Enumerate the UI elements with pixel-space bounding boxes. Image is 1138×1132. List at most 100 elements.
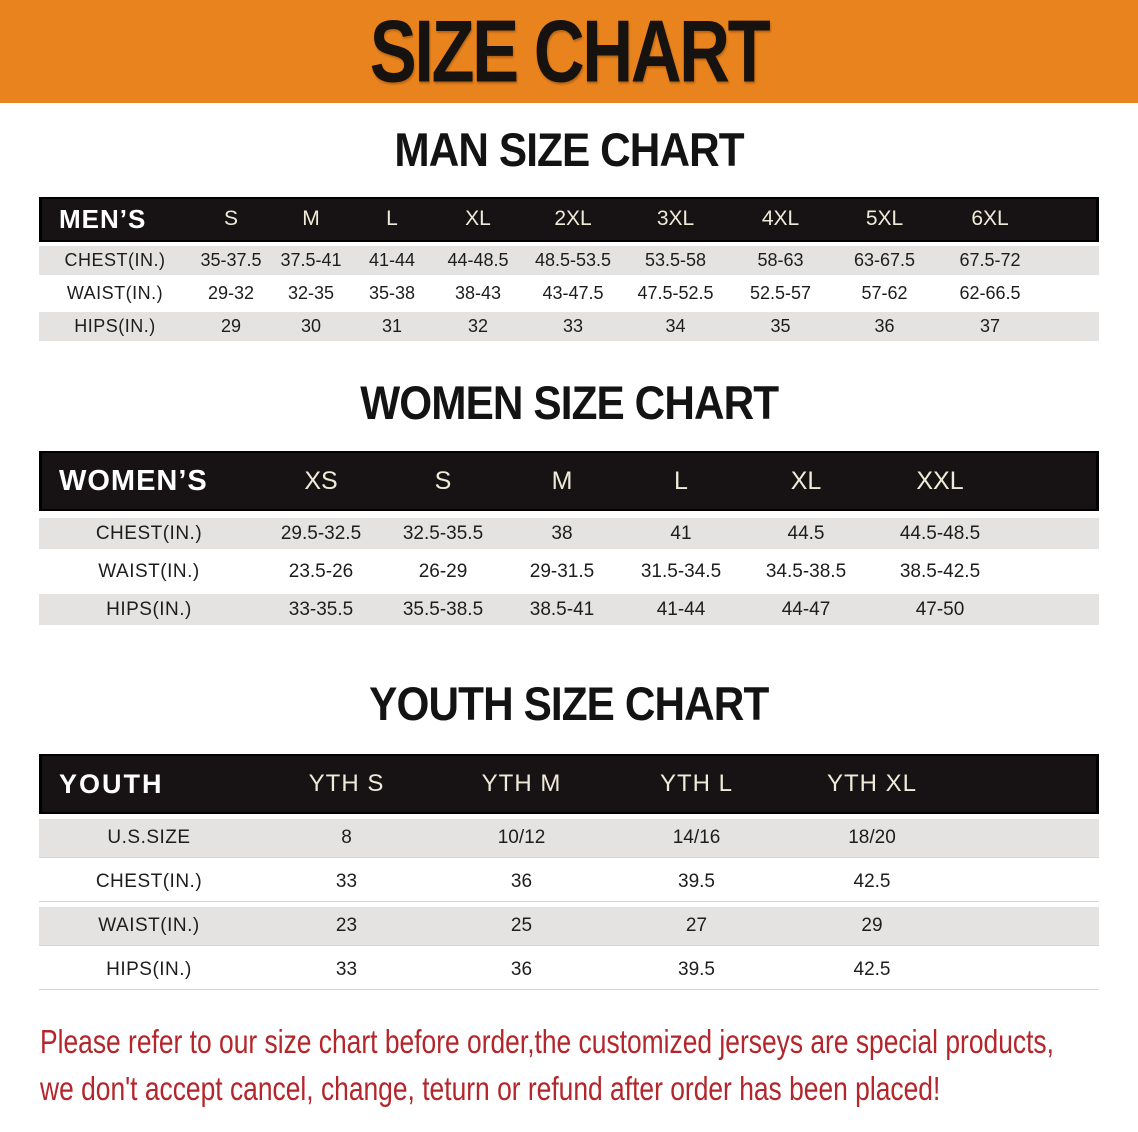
table-row: CHEST(IN.) 29.5-32.5 32.5-35.5 38 41 44.5 44.5… — [39, 518, 1099, 550]
column-header: 5XL — [833, 196, 936, 242]
size-value: 33 — [259, 951, 434, 991]
table-header-row: WOMEN’S XS S M L XL XXL — [39, 451, 1099, 512]
size-value: 62-66.5 — [936, 278, 1044, 308]
column-header: YTH S — [259, 754, 434, 815]
size-value: 47.5-52.5 — [623, 278, 728, 308]
table-corner-label: YOUTH — [39, 754, 259, 815]
table-row: WAIST(IN.) 29-32 32-35 35-38 38-43 43-47.5 47.… — [39, 278, 1099, 308]
size-value: 8 — [259, 819, 434, 859]
row-spacer-cell — [960, 907, 1099, 947]
column-header: 4XL — [728, 196, 833, 242]
banner-title: SIZE CHART — [369, 2, 771, 101]
youth-size-table: YOUTH YTH S YTH M YTH L YTH XL U.S.SIZE 8 10/12… — [39, 749, 1099, 995]
size-value: 23 — [259, 907, 434, 947]
size-value: 37.5-41 — [271, 245, 351, 275]
mens-size-table: MEN’S S M L XL 2XL 3XL 4XL 5XL 6XL CHEST(IN.) 35-37… — [39, 193, 1099, 345]
women-heading-text: WOMEN SIZE CHART — [360, 375, 779, 429]
column-header: S — [383, 451, 503, 512]
size-value: 14/16 — [609, 819, 784, 859]
size-value: 10/12 — [434, 819, 609, 859]
size-value: 27 — [609, 907, 784, 947]
disclaimer-line-1: Please refer to our size chart before or… — [40, 1023, 1054, 1061]
table-corner-label: MEN’S — [39, 196, 191, 242]
size-value: 26-29 — [383, 556, 503, 588]
size-value: 43-47.5 — [523, 278, 623, 308]
table-row: HIPS(IN.) 33-35.5 35.5-38.5 38.5-41 41-44 44-… — [39, 594, 1099, 626]
row-label: CHEST(IN.) — [39, 863, 259, 903]
size-value: 36 — [434, 863, 609, 903]
size-value: 67.5-72 — [936, 245, 1044, 275]
column-header: YTH M — [434, 754, 609, 815]
size-value: 41-44 — [621, 594, 741, 626]
table-row: HIPS(IN.) 29 30 31 32 33 34 35 36 37 — [39, 311, 1099, 341]
table-row: U.S.SIZE 8 10/12 14/16 18/20 — [39, 819, 1099, 859]
table-row: WAIST(IN.) 23.5-26 26-29 29-31.5 31.5-34.5 34… — [39, 556, 1099, 588]
column-header: 6XL — [936, 196, 1044, 242]
table-row: CHEST(IN.) 33 36 39.5 42.5 — [39, 863, 1099, 903]
size-value: 41 — [621, 518, 741, 550]
size-value: 30 — [271, 311, 351, 341]
row-spacer-cell — [1044, 311, 1099, 341]
row-label: WAIST(IN.) — [39, 556, 259, 588]
row-label: WAIST(IN.) — [39, 278, 191, 308]
women-section-heading: WOMEN SIZE CHART — [0, 375, 1138, 429]
row-spacer-cell — [960, 951, 1099, 991]
size-value: 35 — [728, 311, 833, 341]
size-value: 63-67.5 — [833, 245, 936, 275]
size-value: 44.5 — [741, 518, 871, 550]
size-value: 48.5-53.5 — [523, 245, 623, 275]
size-value: 29.5-32.5 — [259, 518, 383, 550]
size-value: 39.5 — [609, 951, 784, 991]
size-value: 32 — [433, 311, 523, 341]
size-value: 32.5-35.5 — [383, 518, 503, 550]
size-value: 31.5-34.5 — [621, 556, 741, 588]
size-value: 57-62 — [833, 278, 936, 308]
column-header: L — [351, 196, 433, 242]
size-value: 31 — [351, 311, 433, 341]
size-value: 42.5 — [784, 951, 960, 991]
row-label: HIPS(IN.) — [39, 951, 259, 991]
size-value: 34 — [623, 311, 728, 341]
size-value: 29 — [784, 907, 960, 947]
disclaimer-line-2: we don't accept cancel, change, teturn o… — [40, 1069, 941, 1107]
size-value: 33 — [523, 311, 623, 341]
size-value: 38-43 — [433, 278, 523, 308]
column-header: YTH L — [609, 754, 784, 815]
header-spacer-cell — [1044, 196, 1099, 242]
size-value: 34.5-38.5 — [741, 556, 871, 588]
column-header: XS — [259, 451, 383, 512]
size-value: 35-37.5 — [191, 245, 271, 275]
column-header: M — [503, 451, 621, 512]
size-value: 47-50 — [871, 594, 1009, 626]
size-value: 33 — [259, 863, 434, 903]
size-chart-banner: SIZE CHART — [0, 0, 1138, 103]
size-value: 38.5-42.5 — [871, 556, 1009, 588]
row-spacer-cell — [1044, 278, 1099, 308]
row-label: U.S.SIZE — [39, 819, 259, 859]
youth-section-heading: YOUTH SIZE CHART — [0, 678, 1138, 730]
size-value: 25 — [434, 907, 609, 947]
size-value: 35-38 — [351, 278, 433, 308]
row-spacer-cell — [960, 819, 1099, 859]
column-header: S — [191, 196, 271, 242]
row-label: HIPS(IN.) — [39, 594, 259, 626]
youth-heading-text: YOUTH SIZE CHART — [369, 677, 769, 731]
size-value: 29 — [191, 311, 271, 341]
size-value: 42.5 — [784, 863, 960, 903]
size-value: 32-35 — [271, 278, 351, 308]
size-value: 38 — [503, 518, 621, 550]
column-header: XL — [433, 196, 523, 242]
row-label: HIPS(IN.) — [39, 311, 191, 341]
size-value: 36 — [434, 951, 609, 991]
row-label: CHEST(IN.) — [39, 518, 259, 550]
table-header-row: MEN’S S M L XL 2XL 3XL 4XL 5XL 6XL — [39, 196, 1099, 242]
table-corner-label: WOMEN’S — [39, 451, 259, 512]
row-label: CHEST(IN.) — [39, 245, 191, 275]
size-value: 36 — [833, 311, 936, 341]
womens-size-table: WOMEN’S XS S M L XL XXL CHEST(IN.) 29.5-32.5 32.5… — [39, 444, 1099, 632]
row-spacer-cell — [1044, 245, 1099, 275]
size-value: 23.5-26 — [259, 556, 383, 588]
size-value: 29-32 — [191, 278, 271, 308]
size-value: 38.5-41 — [503, 594, 621, 626]
size-value: 58-63 — [728, 245, 833, 275]
